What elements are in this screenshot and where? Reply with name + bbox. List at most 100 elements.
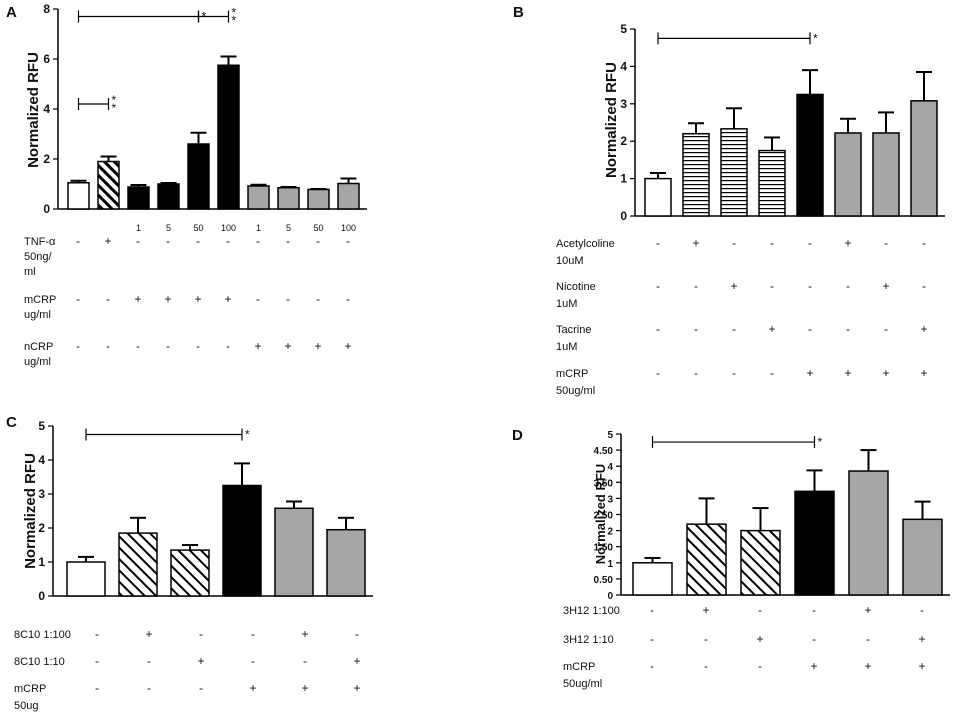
x-tick-label: 1: [136, 223, 141, 233]
condition-sign: -: [656, 322, 660, 336]
condition-sign: -: [866, 632, 870, 646]
condition-sign: +: [134, 292, 141, 306]
condition-sign: +: [882, 279, 889, 293]
condition-sign: +: [344, 339, 351, 353]
x-tick-label: 1: [256, 223, 261, 233]
condition-sign: +: [194, 292, 201, 306]
bar: [632, 562, 673, 596]
condition-sign: -: [656, 236, 660, 250]
condition-sign: -: [95, 627, 99, 641]
condition-sign: -: [884, 236, 888, 250]
condition-sign: -: [256, 292, 260, 306]
x-tick-label: 5: [166, 223, 171, 233]
condition-sign: +: [768, 322, 775, 336]
y-tick-label: 3: [620, 97, 627, 111]
condition-sign: +: [164, 292, 171, 306]
condition-label: 8C10 1:100: [14, 629, 71, 641]
condition-sign: -: [355, 627, 359, 641]
bar: [794, 490, 835, 596]
condition-sign: +: [145, 627, 152, 641]
y-axis-label: Normalized RFU: [22, 453, 39, 569]
y-tick-label: 0: [43, 202, 50, 216]
y-tick-label: 3: [607, 494, 613, 505]
condition-sign: +: [918, 632, 925, 646]
condition-sign: -: [920, 603, 924, 617]
y-tick-label: 1: [620, 172, 627, 186]
y-tick-label: 2: [38, 521, 45, 535]
condition-sign: +: [844, 236, 851, 250]
y-axis-label: Normalized RFU: [25, 52, 42, 168]
x-tick-label: 50: [313, 223, 323, 233]
y-tick-label: 1.50: [594, 543, 614, 554]
condition-sign: +: [353, 654, 360, 668]
condition-sign: -: [346, 234, 350, 248]
significance-star: *: [245, 428, 250, 442]
condition-sign: -: [166, 339, 170, 353]
bar: [66, 561, 106, 597]
y-tick-label: 4: [38, 453, 45, 467]
y-tick-label: 4.50: [594, 446, 614, 457]
panel-letter: B: [513, 4, 524, 21]
bar: [307, 188, 330, 210]
x-tick-label: 5: [286, 223, 291, 233]
panel-d: D Normalized RFU 0 0.50 1 1.50 2 2.50 3 3.50 4 4.50…: [512, 427, 950, 690]
condition-sign: +: [104, 234, 111, 248]
condition-sign: -: [846, 322, 850, 336]
condition-sign: -: [95, 654, 99, 668]
condition-sign: -: [704, 632, 708, 646]
condition-sign: -: [316, 292, 320, 306]
y-tick-label: 0: [620, 209, 627, 223]
condition-sign: -: [650, 659, 654, 673]
condition-sign: +: [806, 366, 813, 380]
y-tick-label: 5: [620, 22, 627, 36]
condition-sign: -: [808, 236, 812, 250]
condition-label: mCRP 50ug/ml: [556, 368, 595, 397]
y-tick-label: 8: [43, 2, 50, 16]
condition-sign: -: [812, 603, 816, 617]
condition-label: mCRP 50ug/ml: [563, 661, 602, 690]
condition-sign: -: [770, 279, 774, 293]
condition-sign: +: [314, 339, 321, 353]
bar: [222, 484, 262, 597]
condition-sign: -: [147, 681, 151, 695]
condition-sign: -: [76, 234, 80, 248]
bar: [170, 549, 210, 597]
bar: [796, 93, 824, 217]
condition-sign: -: [922, 279, 926, 293]
condition-sign: -: [732, 236, 736, 250]
condition-sign: +: [301, 681, 308, 695]
y-tick-label: 1: [607, 559, 613, 570]
condition-sign: -: [251, 627, 255, 641]
bar: [848, 470, 889, 596]
condition-sign: +: [224, 292, 231, 306]
condition-sign: -: [136, 339, 140, 353]
condition-label: mCRP ug/ml: [24, 294, 56, 321]
condition-sign: +: [920, 366, 927, 380]
y-tick-label: 1: [38, 555, 45, 569]
panel-a: A Normalized RFU 0 2 4 6 8 1 5 50 100 1 5 50 100 TNF-α 5…: [6, 2, 367, 368]
condition-sign: +: [249, 681, 256, 695]
bar: [337, 182, 360, 210]
condition-sign: -: [76, 339, 80, 353]
condition-label: TNF-α 50ng/ml: [24, 236, 56, 278]
significance-star: *: [813, 31, 818, 45]
condition-sign: -: [694, 279, 698, 293]
condition-sign: -: [884, 322, 888, 336]
y-tick-label: 6: [43, 52, 50, 66]
significance-star: * *: [232, 6, 237, 28]
condition-label: 3H12 1:10: [563, 634, 614, 646]
condition-sign: +: [730, 279, 737, 293]
y-tick-label: 5: [38, 419, 45, 433]
condition-sign: +: [756, 632, 763, 646]
condition-sign: -: [286, 234, 290, 248]
y-tick-label: 4: [607, 462, 613, 473]
condition-sign: -: [166, 234, 170, 248]
panel-c: C Normalized RFU 0 1 2 3 4 5 8C10 1:100 - + - - + - 8C1…: [6, 414, 373, 712]
condition-sign: +: [882, 366, 889, 380]
condition-sign: -: [770, 366, 774, 380]
condition-sign: -: [812, 632, 816, 646]
condition-label: mCRP 50ug: [14, 683, 46, 712]
condition-sign: +: [864, 603, 871, 617]
condition-sign: -: [136, 234, 140, 248]
condition-sign: -: [758, 659, 762, 673]
